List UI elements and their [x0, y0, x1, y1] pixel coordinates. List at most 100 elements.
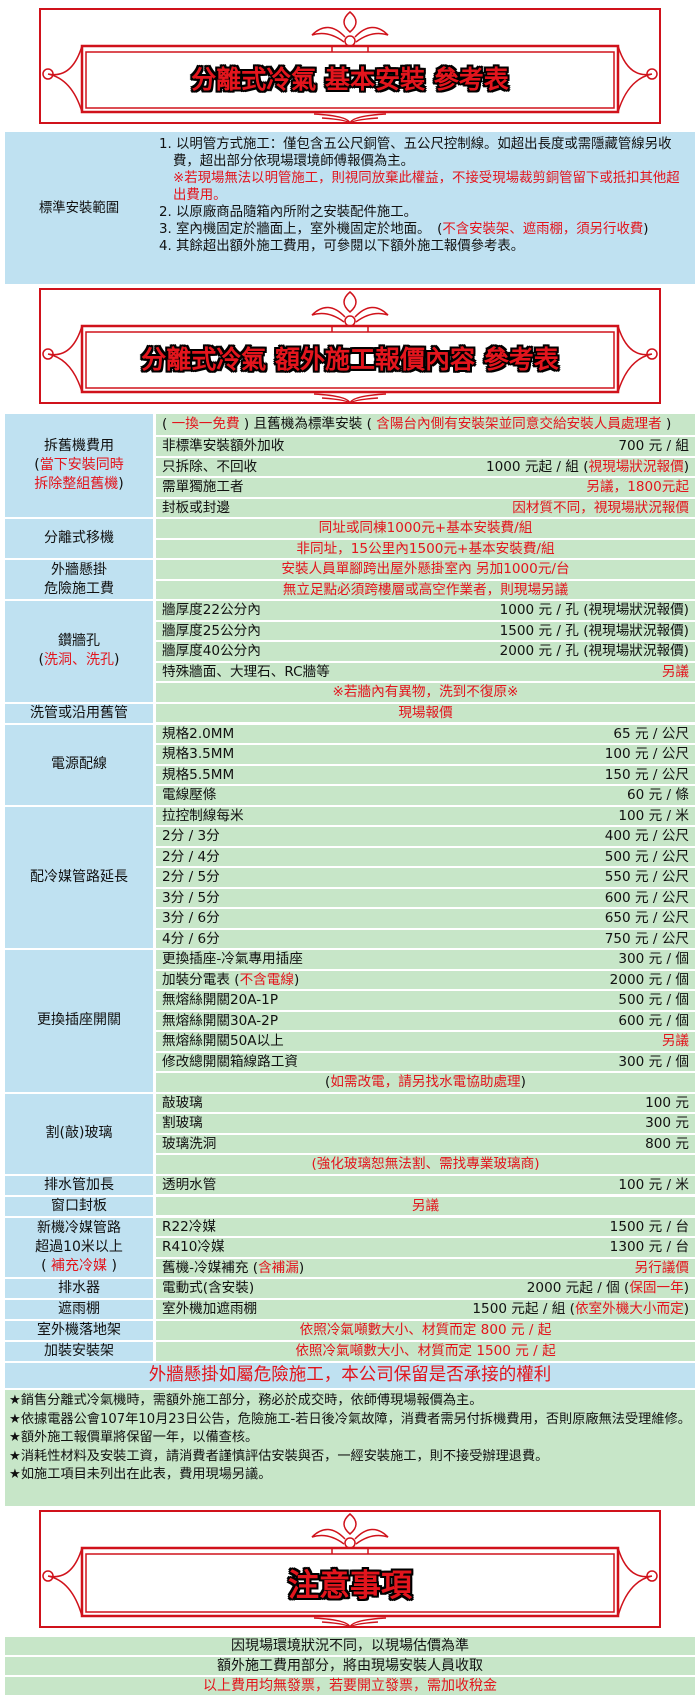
item-price: 100 元 / 米	[618, 807, 689, 826]
text-segment: 玻璃洗洞	[162, 1135, 217, 1152]
fee-group: 洗管或沿用舊管 現場報價	[5, 703, 695, 723]
fee-group: 割(敲)玻璃 敲玻璃 100 元割玻璃 300 元玻璃洗洞 800 元 (強化玻璃恕無法割…	[5, 1093, 695, 1174]
fee-row: 特殊牆面、大理石、RC牆等 另議	[156, 662, 695, 682]
text-segment: )	[293, 971, 300, 988]
label-line: 排水器	[58, 1279, 100, 1298]
text-segment: 2分 / 3分	[162, 828, 220, 844]
item-name: 特殊牆面、大理石、RC牆等	[162, 663, 330, 682]
fee-rows: 敲玻璃 100 元割玻璃 300 元玻璃洗洞 800 元 (強化玻璃恕無法割、需找專業玻…	[156, 1093, 695, 1174]
fee-group: 新機冷媒管路 超過10米以上 ( 補充冷媒 ) R22冷媒 1500 元 / 台 R410…	[5, 1217, 695, 1278]
highlight-text: 一換一免費	[171, 416, 240, 432]
item-name: 舊機-冷媒補充 (含補漏)	[162, 1259, 304, 1278]
fee-category-label: 鑽牆孔 (洗洞、洗孔)	[5, 601, 153, 702]
fee-row: 非標準安裝額外加收 700 元 / 組	[156, 437, 695, 456]
text-segment: 60 元 / 條	[626, 787, 689, 803]
standard-install-item: 1. 以明管方式施工：僅包含五公尺銅管、五公尺控制線。如超出長度或需隱藏管線另收…	[159, 136, 687, 204]
item-price: 500 元 / 公尺	[605, 848, 689, 867]
notice-row: 因現場環境狀況不同，以現場估價為準	[5, 1637, 695, 1655]
text-segment: 拉控制線每米	[162, 807, 244, 824]
standard-install-section: 標準安裝範圍 1. 以明管方式施工：僅包含五公尺銅管、五公尺控制線。如超出長度或…	[5, 132, 695, 284]
text-segment: 650 元 / 公尺	[604, 910, 689, 926]
item-name: 2分 / 5分	[162, 868, 220, 887]
highlight-text: ※若牆內有異物，洗到不復原※	[332, 684, 519, 700]
text-segment: 排水管加長	[44, 1176, 114, 1193]
ornament-frame-icon	[39, 8, 661, 125]
fee-rows: 同址或同棟1000元+基本安裝費/組非同址，15公里內1500元+基本安裝費/組	[156, 519, 695, 558]
fee-category-label: 室外機落地架	[5, 1321, 153, 1340]
fee-group: 排水器 電動式(含安裝) 2000 元起 / 個 (保固一年)	[5, 1279, 695, 1298]
item-price: 750 元 / 公尺	[605, 930, 689, 949]
text-segment: 800 元	[645, 1135, 689, 1152]
label-line: 更換插座開關	[37, 1011, 121, 1030]
text-segment: 1500 元 / 台	[609, 1218, 689, 1235]
fee-rows: 安裝人員單腳跨出屋外懸掛室內 另加1000元/台 無立足點必須跨樓層或高空作業者，…	[156, 560, 695, 599]
text-segment: 加裝安裝架	[44, 1343, 114, 1359]
text-segment: 2000 元起 / 個 (	[526, 1280, 630, 1296]
text-segment: )	[661, 416, 672, 432]
highlight-text: 洗洞、洗孔	[44, 652, 114, 669]
fee-row: 規格2.0MM 65 元 / 公尺	[156, 724, 695, 743]
item-name: 無熔絲開關50A以上	[162, 1032, 284, 1051]
text-segment: 更換插座-冷氣專用插座	[162, 951, 303, 967]
item-name: 更換插座-冷氣專用插座	[162, 950, 303, 969]
fee-category-label: 割(敲)玻璃	[5, 1093, 153, 1174]
text-segment: 拆舊機費用	[44, 438, 114, 454]
fee-row: 牆厚度25公分內 1500 元 / 孔 (視現場狀況報價)	[156, 621, 695, 641]
text-segment: 窗口封板	[51, 1197, 107, 1214]
text-segment: (	[38, 652, 44, 669]
item-price: 100 元 / 米	[618, 1176, 689, 1195]
text-segment: 規格2.0MM	[162, 725, 235, 742]
text-segment: 100 元	[645, 1094, 689, 1111]
text-segment: 割玻璃	[162, 1115, 203, 1131]
fee-group: 鑽牆孔 (洗洞、洗孔) 牆厚度22公分內 1000 元 / 孔 (視現場狀況報價) 牆厚…	[5, 601, 695, 702]
fee-row: 2分 / 3分 400 元 / 公尺	[156, 827, 695, 846]
text-segment: 1500 元 / 孔 (視現場狀況報價)	[499, 622, 689, 639]
item-price: 1000 元 / 孔 (視現場狀況報價)	[500, 601, 689, 620]
item-name: 拉控制線每米	[162, 807, 244, 826]
highlight-text: 同址或同棟1000元+基本安裝費/組	[318, 520, 533, 536]
fee-row: 規格3.5MM 100 元 / 公尺	[156, 745, 695, 764]
item-name: 牆厚度40公分內	[162, 642, 261, 661]
fee-row: 只拆除、不回收 1000 元起 / 組 (視現場狀況報價)	[156, 457, 695, 476]
ornament-frame-icon	[39, 1510, 661, 1629]
text-segment: 規格3.5MM	[162, 746, 235, 762]
fee-rows: 拉控制線每米 100 元 / 米 2分 / 3分 400 元 / 公尺 2分 / 4分 5…	[156, 806, 695, 949]
item-price: 650 元 / 公尺	[605, 909, 689, 928]
text-segment: 新機冷媒管路	[37, 1219, 121, 1236]
fee-row: 安裝人員單腳跨出屋外懸掛室內 另加1000元/台	[156, 560, 695, 579]
standard-install-item: 4. 其餘超出額外施工費用，可參閱以下額外施工報價參考表。	[159, 238, 687, 255]
text-segment: 500 元 / 個	[618, 992, 689, 1008]
highlight-text: 依照冷氣噸數大小、材質而定 1500 元 / 起	[295, 1343, 556, 1359]
fee-category-label: 電源配線	[5, 724, 153, 805]
text-segment: )	[520, 1074, 526, 1090]
fee-row: 封板或封邊 因材質不同，視現場狀況報價	[156, 498, 695, 518]
text-segment: R410冷媒	[162, 1239, 225, 1255]
fee-row: 拉控制線每米 100 元 / 米	[156, 806, 695, 826]
standard-install-list: 1. 以明管方式施工：僅包含五公尺銅管、五公尺控制線。如超出長度或需隱藏管線另收…	[153, 132, 695, 284]
text-segment: 100 元 / 公尺	[604, 746, 689, 762]
item-price: 60 元 / 條	[627, 786, 689, 805]
text-segment: 危險施工費	[44, 580, 114, 597]
item-name: 透明水管	[162, 1176, 216, 1195]
text-segment: 2分 / 4分	[162, 848, 220, 865]
item-price: 因材質不同，視現場狀況報價	[512, 499, 689, 518]
item-price: 1500 元 / 孔 (視現場狀況報價)	[500, 622, 689, 641]
text-segment: 無熔絲開關50A以上	[162, 1033, 284, 1049]
text-segment: 外牆懸掛	[51, 561, 107, 578]
text-segment: 牆厚度22公分內	[162, 602, 261, 618]
fee-row: 3分 / 6分 650 元 / 公尺	[156, 909, 695, 928]
fee-category-label: 遮雨棚	[5, 1300, 153, 1319]
highlight-text: 另議	[661, 1033, 689, 1049]
text-segment: ) 且舊機為標準安裝 (	[239, 416, 377, 432]
item-price: 另行議價	[635, 1259, 689, 1278]
section-title-notice: 注意事項	[288, 1568, 412, 1604]
highlight-text: 非同址，15公里內1500元+基本安裝費/組	[296, 540, 555, 557]
highlight-text: 補充冷媒	[51, 1257, 107, 1274]
text-segment: 3分 / 5分	[162, 889, 220, 906]
fee-group: 更換插座開關 更換插座-冷氣專用插座 300 元 / 個加裝分電表 (不含電線) 20…	[5, 950, 695, 1092]
fee-row: 更換插座-冷氣專用插座 300 元 / 個	[156, 950, 695, 969]
item-price: 300 元 / 個	[618, 950, 689, 969]
fee-row: R22冷媒 1500 元 / 台	[156, 1217, 695, 1236]
highlight-text: 另議	[411, 1197, 440, 1214]
label-line: 拆舊機費用	[44, 437, 114, 456]
